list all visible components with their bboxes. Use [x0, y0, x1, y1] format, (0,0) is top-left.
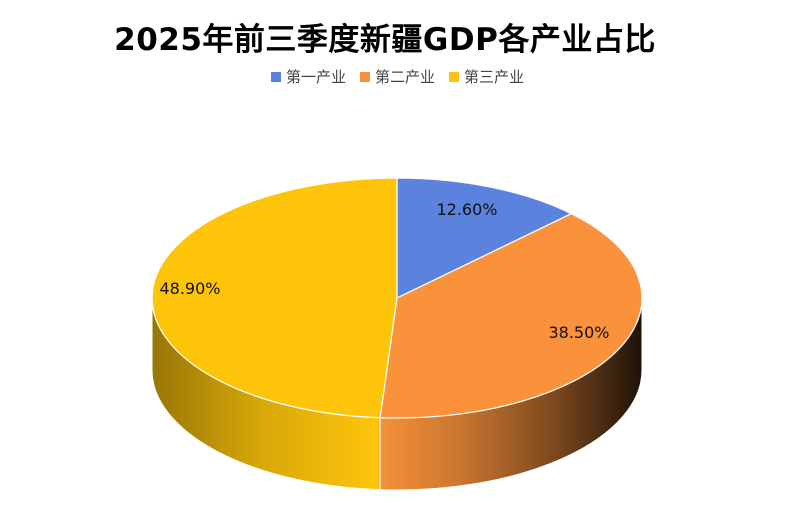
legend-swatch-primary: [270, 71, 281, 82]
pie-top-layer: [151, 177, 643, 419]
legend-label-secondary: 第二产业: [374, 68, 435, 86]
legend-item-secondary[interactable]: 第二产业: [359, 66, 435, 87]
legend-swatch-secondary: [359, 71, 370, 82]
legend-item-primary[interactable]: 第一产业: [270, 66, 346, 87]
chart-title: 2025年前三季度新疆GDP各产业占比: [114, 22, 656, 58]
data-label-secondary: 38.50%: [548, 323, 609, 342]
data-label-tertiary: 48.90%: [159, 279, 220, 298]
legend-swatch-tertiary: [449, 71, 459, 82]
data-label-primary: 12.60%: [436, 200, 497, 219]
legend: 第一产业 第二产业 第三产业: [0, 66, 795, 87]
pie-slice-tertiary[interactable]: [151, 177, 398, 419]
legend-label-tertiary: 第三产业: [464, 68, 525, 86]
legend-item-tertiary[interactable]: 第三产业: [449, 66, 524, 87]
pie-slice-secondary[interactable]: [379, 213, 643, 419]
legend-label-primary: 第一产业: [285, 68, 346, 86]
pie-slice-primary[interactable]: [396, 177, 573, 299]
